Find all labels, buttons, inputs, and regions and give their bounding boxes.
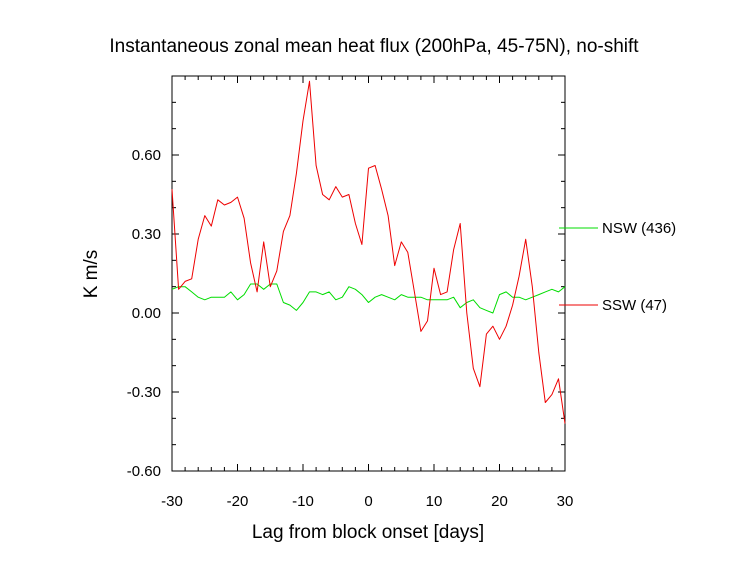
y-tick-label: 0.30 [132, 226, 161, 243]
x-tick-label: -10 [292, 493, 314, 510]
plot-frame [171, 75, 566, 472]
x-axis: -30 -20 -10 0 10 20 30 [161, 76, 573, 510]
x-axis-label: Lag from block onset [days] [252, 522, 484, 543]
x-tick-label: -20 [227, 493, 249, 510]
y-tick-label: 0.00 [132, 305, 161, 322]
legend-label: SSW (47) [602, 297, 667, 314]
chart-title: Instantaneous zonal mean heat flux (200h… [109, 36, 639, 57]
x-tick-label: 20 [491, 493, 508, 510]
legend: NSW (436) SSW (47) [559, 220, 676, 314]
y-tick-label: -0.30 [127, 384, 161, 401]
y-axis: -0.60 -0.30 0.00 0.30 0.60 [127, 75, 565, 480]
x-tick-label: 0 [364, 493, 372, 510]
series-layer [171, 80, 566, 424]
x-tick-label: 10 [426, 493, 443, 510]
y-tick-label: -0.60 [127, 463, 161, 480]
series-line-ssw [171, 80, 566, 424]
y-axis-label: K m/s [81, 250, 102, 299]
x-tick-label: -30 [161, 493, 183, 510]
series-line-nsw [171, 283, 566, 314]
x-tick-label: 30 [557, 493, 574, 510]
y-tick-label: 0.60 [132, 147, 161, 164]
legend-label: NSW (436) [602, 220, 676, 237]
